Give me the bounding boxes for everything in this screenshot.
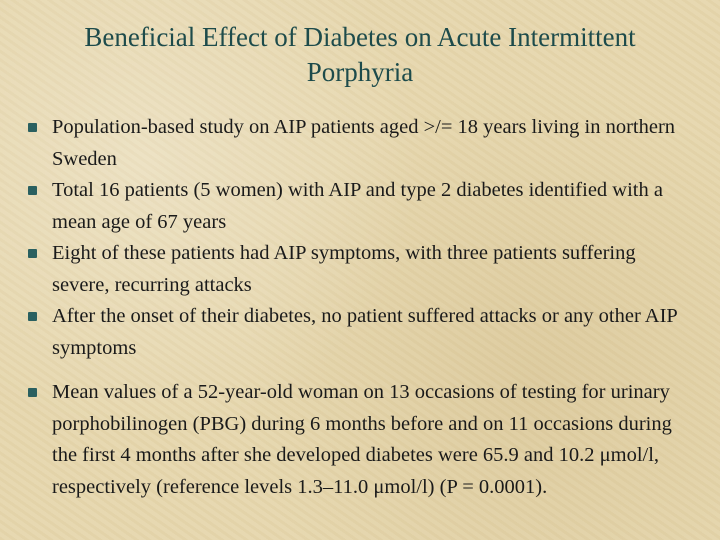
bullet: Mean values of a 52-year-old woman on 13… — [28, 377, 692, 503]
bullet: Eight of these patients had AIP symptoms… — [28, 238, 692, 301]
bullet-text: Mean values of a 52-year-old woman on 13… — [52, 381, 672, 498]
bullet-text: After the onset of their diabetes, no pa… — [52, 305, 678, 359]
bullet-list: Population-based study on AIP patients a… — [0, 112, 720, 503]
bullet-marker — [28, 388, 37, 397]
bullet-marker — [28, 186, 37, 195]
bullet-marker — [28, 123, 37, 132]
bullet-marker — [28, 312, 37, 321]
bullet: Population-based study on AIP patients a… — [28, 112, 692, 175]
bullet: Total 16 patients (5 women) with AIP and… — [28, 175, 692, 238]
bullet-marker — [28, 249, 37, 258]
bullet-text: Total 16 patients (5 women) with AIP and… — [52, 179, 663, 233]
bullet-text: Eight of these patients had AIP symptoms… — [52, 242, 636, 296]
bullet: After the onset of their diabetes, no pa… — [28, 301, 692, 364]
slide-title: Beneficial Effect of Diabetes on Acute I… — [84, 22, 636, 87]
bullet-text: Population-based study on AIP patients a… — [52, 116, 676, 170]
